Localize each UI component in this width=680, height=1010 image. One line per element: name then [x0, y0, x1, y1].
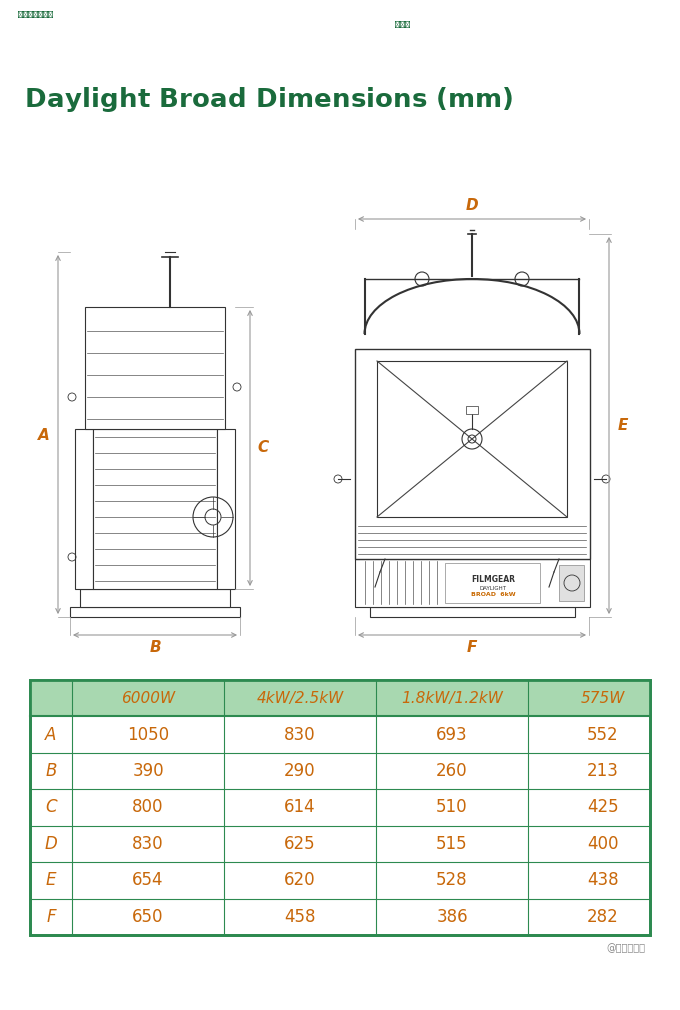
- Text: 693: 693: [436, 725, 468, 743]
- Text: 290: 290: [284, 763, 316, 780]
- Text: 515: 515: [436, 835, 468, 852]
- Text: 1.8kW/1.2kW: 1.8kW/1.2kW: [401, 691, 503, 706]
- Text: 510: 510: [436, 799, 468, 816]
- Text: D: D: [45, 835, 57, 852]
- Text: 400: 400: [588, 835, 619, 852]
- Text: @影视工业网: @影视工业网: [606, 943, 645, 953]
- Text: E: E: [618, 418, 628, 433]
- Text: 4kW/2.5kW: 4kW/2.5kW: [256, 691, 343, 706]
- Bar: [445, 563, 540, 603]
- Text: DAYLIGHT: DAYLIGHT: [479, 587, 507, 592]
- Text: 425: 425: [588, 799, 619, 816]
- Bar: [559, 565, 584, 601]
- Text: 390: 390: [132, 763, 164, 780]
- Text: 830: 830: [132, 835, 164, 852]
- Bar: [85, 307, 225, 429]
- Bar: [466, 406, 478, 414]
- Text: 438: 438: [588, 872, 619, 890]
- Text: 528: 528: [436, 872, 468, 890]
- Text: 614: 614: [284, 799, 316, 816]
- Bar: [30, 680, 650, 716]
- Text: E: E: [46, 872, 56, 890]
- Text: 800: 800: [132, 799, 164, 816]
- Text: C: C: [257, 440, 269, 456]
- Bar: [355, 349, 590, 559]
- Text: 260: 260: [436, 763, 468, 780]
- Text: BROAD  6kW: BROAD 6kW: [471, 593, 515, 598]
- Bar: [75, 429, 93, 589]
- Bar: [30, 680, 650, 935]
- Text: B: B: [149, 639, 160, 654]
- Text: 458: 458: [284, 908, 316, 926]
- Text: 213: 213: [587, 763, 619, 780]
- Text: 575W: 575W: [581, 691, 625, 706]
- Text: FILMGEAR: FILMGEAR: [471, 575, 515, 584]
- Bar: [30, 680, 650, 935]
- Text: 1050: 1050: [127, 725, 169, 743]
- Text: F: F: [466, 639, 477, 654]
- Text: A: A: [38, 427, 50, 442]
- Text: A: A: [46, 725, 56, 743]
- Text: 282: 282: [587, 908, 619, 926]
- Text: C: C: [45, 799, 57, 816]
- Bar: [377, 361, 567, 517]
- Text: 654: 654: [132, 872, 164, 890]
- Bar: [80, 589, 230, 607]
- Bar: [217, 429, 235, 589]
- Bar: [93, 429, 217, 589]
- Text: 830: 830: [284, 725, 316, 743]
- Bar: [70, 607, 240, 617]
- Text: F: F: [46, 908, 56, 926]
- Text: 625: 625: [284, 835, 316, 852]
- Bar: [370, 607, 575, 617]
- Text: D: D: [466, 198, 478, 212]
- Text: B: B: [46, 763, 56, 780]
- Text: 552: 552: [588, 725, 619, 743]
- Text: 386: 386: [436, 908, 468, 926]
- Bar: [355, 559, 590, 607]
- Text: 650: 650: [132, 908, 164, 926]
- Text: 620: 620: [284, 872, 316, 890]
- Text: 6000W: 6000W: [121, 691, 175, 706]
